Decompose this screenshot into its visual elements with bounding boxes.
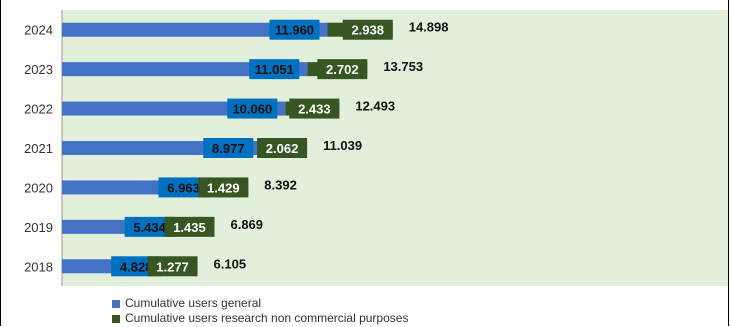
legend-item-research: Cumulative users research non commercial… <box>112 311 408 326</box>
legend: Cumulative users general Cumulative user… <box>112 296 408 326</box>
data-label-research-2024: 2.938 <box>351 23 384 38</box>
total-label-2019: 6.869 <box>230 217 263 232</box>
data-label-general-2023: 11.051 <box>255 62 294 77</box>
total-label-2021: 11.039 <box>323 138 362 153</box>
data-label-box-research-2019 <box>164 216 215 237</box>
data-label-general-2018: 4.828 <box>120 259 153 274</box>
data-label-research-2019: 1.435 <box>173 220 206 235</box>
legend-label-research: Cumulative users research non commercial… <box>125 311 409 325</box>
total-label-2022: 12.493 <box>355 99 395 114</box>
y-tick-label-2020: 2020 <box>24 180 53 195</box>
data-label-box-research-2023 <box>317 59 368 80</box>
legend-label-general: Cumulative users general <box>125 296 262 310</box>
data-label-box-general-2023 <box>249 59 300 80</box>
data-label-research-2020: 1.429 <box>207 180 240 195</box>
data-label-box-general-2019 <box>124 216 175 237</box>
data-label-box-research-2020 <box>198 177 249 198</box>
y-tick-label-2024: 2024 <box>24 23 53 38</box>
y-tick-label-2023: 2023 <box>24 62 53 77</box>
total-label-2020: 8.392 <box>264 177 297 192</box>
legend-swatch-general <box>112 299 120 308</box>
legend-swatch-research <box>112 314 120 323</box>
data-label-box-general-2020 <box>158 177 209 198</box>
data-label-general-2019: 5.434 <box>133 220 166 235</box>
data-label-box-research-2024 <box>342 19 393 40</box>
legend-item-general: Cumulative users general <box>112 296 408 311</box>
data-label-research-2023: 2.702 <box>326 62 359 77</box>
total-label-2018: 6.105 <box>214 256 247 271</box>
data-label-general-2021: 8.977 <box>212 141 245 156</box>
data-label-general-2022: 10.060 <box>232 102 272 117</box>
data-label-general-2020: 6.963 <box>167 180 200 195</box>
data-label-box-research-2021 <box>257 138 308 158</box>
bar-general-2023 <box>62 62 308 77</box>
data-label-box-research-2022 <box>289 98 340 119</box>
data-label-box-research-2018 <box>147 256 198 277</box>
data-label-box-general-2022 <box>227 98 278 119</box>
y-tick-label-2018: 2018 <box>24 259 53 274</box>
y-tick-label-2019: 2019 <box>24 220 53 235</box>
total-label-2024: 14.898 <box>409 20 449 35</box>
data-label-research-2022: 2.433 <box>298 102 331 117</box>
data-label-box-general-2021 <box>203 138 254 158</box>
data-label-research-2021: 2.062 <box>266 141 299 156</box>
bar-general-2024 <box>62 22 328 37</box>
data-label-box-general-2024 <box>269 19 320 40</box>
data-label-research-2018: 1.277 <box>156 259 189 274</box>
data-label-general-2024: 11.960 <box>275 23 314 38</box>
y-tick-label-2021: 2021 <box>24 141 53 156</box>
y-tick-label-2022: 2022 <box>24 102 53 117</box>
total-label-2023: 13.753 <box>383 59 423 74</box>
